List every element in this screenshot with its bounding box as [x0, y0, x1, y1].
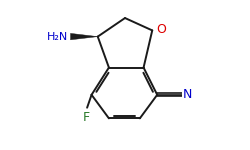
Text: F: F	[82, 111, 90, 124]
Polygon shape	[70, 33, 98, 40]
Text: O: O	[157, 23, 166, 36]
Text: N: N	[183, 88, 192, 101]
Text: H₂N: H₂N	[47, 32, 68, 42]
